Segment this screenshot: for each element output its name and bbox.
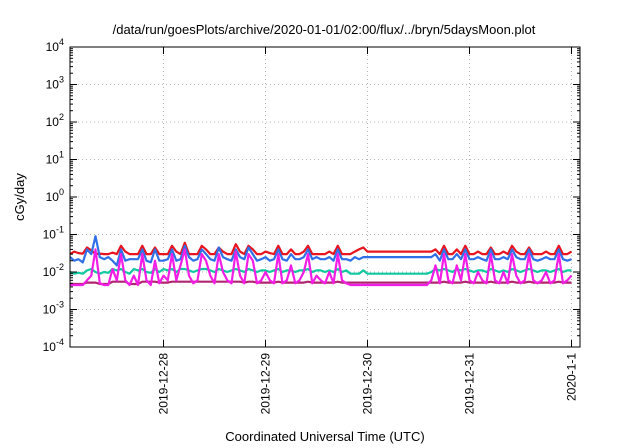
y-tick-label: 102 bbox=[46, 112, 64, 129]
series-line bbox=[70, 248, 573, 287]
series-layer bbox=[69, 235, 573, 287]
series-line bbox=[69, 241, 573, 256]
y-tick-label: 101 bbox=[46, 150, 64, 167]
x-tick-label: 2020-1-1 bbox=[565, 353, 579, 401]
y-tick-label: 103 bbox=[46, 75, 64, 92]
x-tick-label: 2019-12-30 bbox=[361, 353, 375, 415]
x-tick-label: 2019-12-31 bbox=[463, 353, 477, 415]
y-tick-label: 10-1 bbox=[43, 225, 64, 242]
y-tick-label: 104 bbox=[46, 37, 64, 54]
x-axis: 2019-12-28 2019-12-29 2019-12-30 2019-12-31… bbox=[157, 47, 579, 414]
chart-title: /data/run/goesPlots/archive/2020-01-01/0… bbox=[113, 22, 536, 37]
y-tick-label: 100 bbox=[46, 187, 64, 204]
x-tick-label: 2019-12-29 bbox=[259, 353, 273, 415]
series-line bbox=[69, 235, 572, 267]
grid bbox=[70, 47, 580, 347]
x-tick-label: 2019-12-28 bbox=[157, 353, 171, 415]
y-axis-label: cGy/day bbox=[12, 173, 27, 221]
y-tick-label: 10-4 bbox=[43, 337, 64, 354]
x-axis-label: Coordinated Universal Time (UTC) bbox=[225, 429, 424, 444]
y-tick-label: 10-2 bbox=[43, 262, 64, 279]
y-axis: 10-4 10-3 10-2 10-1 100 101 102 103 104 bbox=[43, 37, 580, 354]
y-tick-label: 10-3 bbox=[43, 300, 64, 317]
series-line bbox=[70, 280, 572, 286]
